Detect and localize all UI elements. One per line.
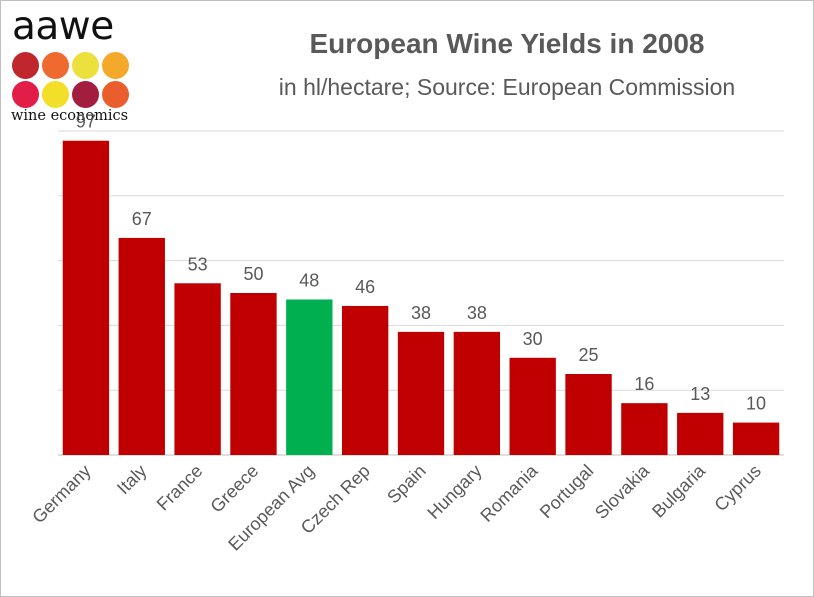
bar-hungary xyxy=(453,331,501,455)
bar-czech-rep xyxy=(341,305,389,455)
bars xyxy=(62,140,780,455)
bar-european-avg xyxy=(286,299,333,455)
bar-portugal xyxy=(565,374,612,455)
category-label: Romania xyxy=(476,460,542,526)
category-label: Spain xyxy=(383,461,430,508)
value-label: 30 xyxy=(523,329,543,349)
bar-bulgaria xyxy=(677,412,724,455)
logo-dot xyxy=(12,52,39,79)
value-label: 10 xyxy=(746,394,766,414)
logo-wordmark: aawe xyxy=(12,4,114,49)
logo-dot xyxy=(42,52,69,79)
category-label: Hungary xyxy=(423,461,485,523)
bar-romania xyxy=(509,357,556,455)
chart-subtitle: in hl/hectare; Source: European Commissi… xyxy=(278,74,736,100)
bar-slovakia xyxy=(621,403,668,455)
value-label: 38 xyxy=(411,303,431,323)
logo-dot xyxy=(72,81,99,108)
logo-dot xyxy=(102,52,129,79)
category-label: Germany xyxy=(28,461,94,527)
value-label: 67 xyxy=(132,209,152,229)
category-label: Bulgaria xyxy=(648,460,710,522)
bar-spain xyxy=(397,331,445,455)
value-labels: 97 67 53 50 48 46 38 38 30 25 16 13 10 xyxy=(76,112,766,414)
bar-greece xyxy=(230,293,277,455)
logo-tagline: wine economics xyxy=(11,108,129,124)
category-label: France xyxy=(153,461,207,515)
category-label: Greece xyxy=(206,461,262,517)
value-label: 13 xyxy=(690,384,710,404)
value-label: 50 xyxy=(243,264,263,284)
logo-dot xyxy=(12,81,39,108)
bar-italy xyxy=(118,237,165,455)
category-label: Slovakia xyxy=(591,460,654,523)
value-label: 38 xyxy=(467,303,487,323)
value-label: 97 xyxy=(76,112,96,132)
category-label: Portugal xyxy=(536,461,598,523)
category-label: Italy xyxy=(113,461,150,498)
chart-title: European Wine Yields in 2008 xyxy=(309,28,705,59)
logo-dot xyxy=(102,81,129,108)
bar-germany xyxy=(62,140,110,455)
value-label: 25 xyxy=(579,345,599,365)
value-label: 53 xyxy=(188,254,208,274)
bar-cyprus xyxy=(732,422,780,455)
aawe-logo: aawe wine economics xyxy=(10,4,135,128)
value-label: 46 xyxy=(355,277,375,297)
value-label: 16 xyxy=(634,374,654,394)
logo-dot xyxy=(42,81,69,108)
logo-dot xyxy=(72,52,99,79)
category-label: Cyprus xyxy=(710,461,764,515)
value-label: 48 xyxy=(299,270,319,290)
bar-france xyxy=(174,283,221,455)
